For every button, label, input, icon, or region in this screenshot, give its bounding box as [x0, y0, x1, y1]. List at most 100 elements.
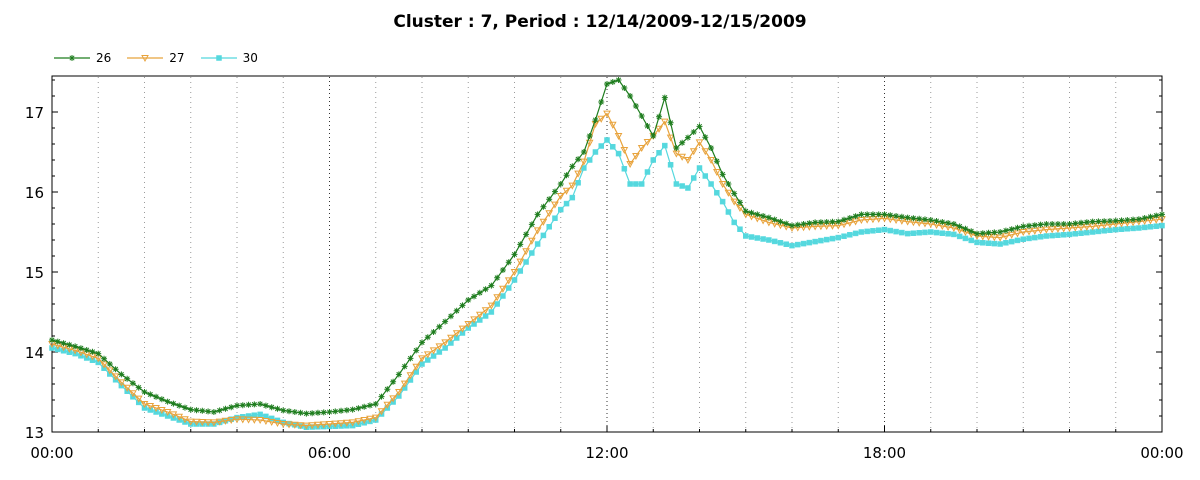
- data-point-26: [505, 259, 512, 266]
- data-point-26: [898, 213, 905, 220]
- data-point-26: [366, 402, 373, 409]
- data-point-26: [141, 389, 148, 395]
- data-point-27: [337, 420, 345, 428]
- data-point-26: [280, 407, 287, 414]
- data-point-26: [540, 203, 547, 210]
- data-point-27: [857, 217, 866, 225]
- data-point-26: [974, 230, 980, 237]
- data-point-30: [679, 183, 685, 189]
- data-point-27: [319, 421, 328, 429]
- data-point-30: [870, 228, 876, 234]
- data-point-26: [945, 220, 952, 226]
- data-point-27: [643, 139, 652, 147]
- data-point-26: [968, 228, 975, 235]
- data-point-27: [285, 421, 293, 429]
- data-point-27: [163, 409, 172, 417]
- data-point-30: [1159, 222, 1165, 229]
- data-point-26: [482, 286, 489, 293]
- data-point-30: [552, 215, 558, 221]
- data-point-27: [1030, 227, 1039, 235]
- data-point-30: [858, 229, 865, 235]
- data-point-26: [257, 401, 264, 407]
- data-point-30: [1043, 233, 1050, 239]
- data-point-26: [1008, 226, 1015, 233]
- data-point-26: [291, 409, 298, 415]
- data-point-30: [789, 242, 795, 249]
- data-point-26: [904, 214, 911, 221]
- data-point-30: [523, 259, 529, 265]
- data-point-27: [568, 182, 577, 190]
- data-point-26: [841, 216, 848, 223]
- data-point-27: [1013, 230, 1022, 238]
- data-point-30: [1014, 237, 1021, 244]
- data-point-27: [689, 148, 698, 156]
- data-point-27: [475, 311, 484, 319]
- data-point-30: [968, 237, 974, 244]
- data-point-27: [632, 153, 640, 161]
- data-point-30: [586, 157, 593, 163]
- data-point-27: [666, 134, 675, 142]
- data-point-26: [696, 123, 703, 130]
- data-point-30: [205, 421, 211, 427]
- data-point-27: [562, 187, 571, 195]
- data-point-30: [558, 206, 564, 213]
- data-point-26: [927, 217, 934, 223]
- data-point-30: [633, 181, 639, 187]
- data-point-30: [494, 301, 500, 307]
- data-point-30: [904, 230, 911, 237]
- data-point-26: [569, 163, 576, 170]
- data-point-27: [400, 380, 409, 388]
- data-point-26: [534, 211, 541, 218]
- data-point-26: [921, 216, 928, 223]
- data-point-27: [499, 285, 507, 293]
- data-point-27: [620, 147, 629, 155]
- legend-swatch-27: [127, 55, 164, 63]
- data-point-26: [488, 282, 495, 289]
- data-point-27: [1036, 227, 1045, 235]
- data-point-30: [1078, 230, 1084, 236]
- data-point-26: [1124, 217, 1131, 223]
- data-point-26: [1049, 221, 1056, 227]
- data-point-27: [626, 161, 634, 169]
- data-point-30: [956, 233, 963, 240]
- data-point-26: [794, 221, 801, 228]
- data-point-26: [644, 123, 651, 129]
- data-point-26: [875, 211, 882, 218]
- data-point-30: [777, 240, 784, 246]
- data-point-27: [227, 417, 236, 425]
- data-point-26: [60, 340, 67, 347]
- data-point-30: [997, 241, 1003, 247]
- data-point-26: [950, 221, 957, 227]
- data-point-30: [1153, 223, 1159, 229]
- data-point-26: [216, 407, 223, 414]
- data-point-27: [447, 334, 455, 342]
- data-point-26: [1014, 224, 1021, 231]
- data-point-26: [650, 133, 657, 139]
- data-point-30: [1118, 226, 1125, 232]
- data-point-26: [164, 398, 171, 405]
- data-point-27: [510, 269, 519, 277]
- data-point-26: [673, 145, 680, 151]
- data-point-30: [511, 277, 518, 283]
- data-point-26: [112, 366, 119, 373]
- data-point-30: [980, 240, 986, 246]
- data-point-26: [632, 103, 639, 109]
- data-point-26: [442, 318, 449, 325]
- data-point-30: [945, 231, 951, 237]
- data-point-27: [389, 395, 397, 403]
- data-point-26: [274, 405, 281, 412]
- data-point-27: [204, 419, 212, 427]
- data-point-26: [800, 221, 807, 227]
- data-point-26: [829, 218, 836, 225]
- data-point-27: [603, 110, 611, 118]
- data-point-30: [1032, 234, 1038, 241]
- data-point-26: [476, 289, 483, 296]
- data-point-30: [708, 181, 714, 187]
- data-point-26: [684, 134, 691, 141]
- data-point-30: [864, 228, 870, 235]
- data-point-26: [1095, 218, 1102, 225]
- data-point-30: [823, 236, 830, 243]
- data-point-27: [146, 403, 155, 411]
- data-point-26: [101, 355, 108, 362]
- data-point-26: [239, 402, 246, 409]
